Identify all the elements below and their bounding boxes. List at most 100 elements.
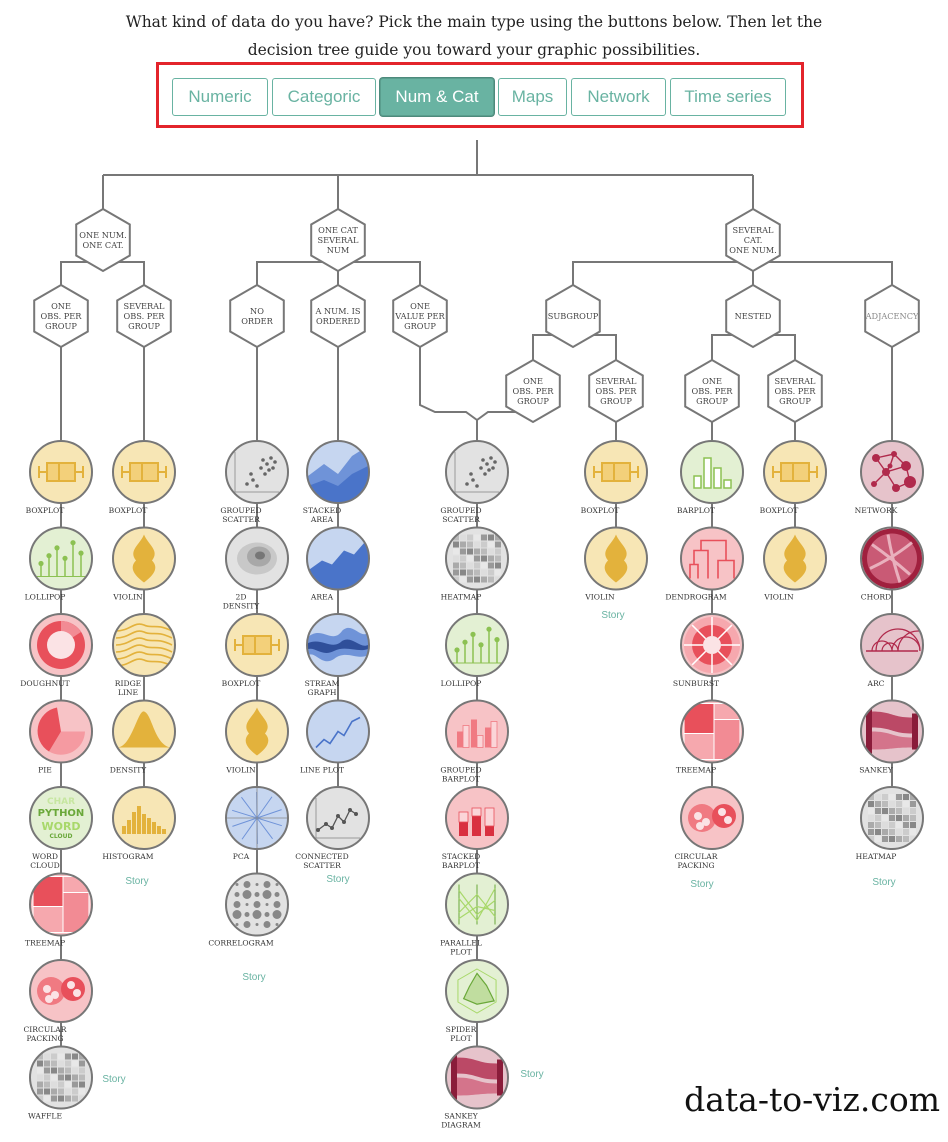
chart-option-grouped-barplot[interactable]: GROUPED BARPLOT [440, 699, 509, 784]
story-link[interactable]: Story [242, 972, 265, 983]
chart-option-scatter[interactable]: GROUPED SCATTER [440, 440, 509, 524]
story-link[interactable]: Story [102, 1074, 125, 1085]
violin-icon [245, 707, 269, 756]
tab-maps[interactable]: Maps [498, 78, 567, 116]
chart-option-sankey[interactable]: SANKEY [859, 699, 924, 775]
decision-node[interactable]: ADJACENCY [864, 283, 920, 349]
chart-icon-mark [51, 1053, 57, 1060]
story-link[interactable]: Story [872, 877, 895, 888]
chart-option-spider-plot[interactable]: SPIDER PLOT [445, 959, 509, 1043]
violin-icon [604, 534, 628, 583]
story-link[interactable]: Story [326, 874, 349, 885]
chart-icon-mark [251, 478, 255, 482]
chart-option-boxplot[interactable]: BOXPLOT [109, 440, 176, 515]
chart-option-histogram[interactable]: HISTOGRAM [102, 786, 176, 861]
chart-option-violin[interactable]: VIOLIN [584, 526, 648, 602]
decision-node[interactable]: A NUM. IS ORDERED [310, 283, 366, 349]
tab-time-series[interactable]: Time series [670, 78, 786, 116]
chart-icon-mark [243, 921, 251, 928]
chart-option-connected-scatter[interactable]: CONNECTED SCATTER [295, 786, 370, 870]
decision-node[interactable]: ONE NUM. ONE CAT. [75, 207, 131, 273]
chart-option-density-2d[interactable]: 2D DENSITY [223, 526, 289, 611]
decision-node[interactable]: SEVERAL CAT. ONE NUM. [725, 207, 781, 273]
decision-node[interactable]: SUBGROUP [545, 283, 601, 349]
decision-node[interactable]: SEVERAL OBS. PER GROUP [116, 283, 172, 349]
chart-option-treemap[interactable]: TREEMAP [25, 872, 93, 948]
chart-icon-mark [58, 1053, 64, 1060]
story-link[interactable]: Story [520, 1069, 543, 1080]
sankey-icon [866, 709, 918, 754]
chart-option-doughnut[interactable]: DOUGHNUT [20, 613, 93, 688]
chart-option-correlogram[interactable]: CORRELOGRAM [208, 872, 289, 948]
chart-icon-mark [453, 548, 459, 555]
chart-option-lollipop[interactable]: LOLLIPOP [441, 613, 509, 688]
chart-option-heatmap[interactable]: HEATMAP [856, 786, 924, 861]
chart-option-violin[interactable]: VIOLIN [112, 526, 176, 602]
chart-option-sankey[interactable]: SANKEY DIAGRAM [441, 1045, 509, 1130]
decision-node[interactable]: NO ORDER [229, 283, 285, 349]
decision-node[interactable]: SEVERAL OBS. PER GROUP [767, 358, 823, 424]
tab-categoric[interactable]: Categoric [272, 78, 376, 116]
chart-option-arc[interactable]: ARC [860, 613, 938, 688]
chart-option-lollipop[interactable]: LOLLIPOP [25, 526, 93, 602]
chart-option-network[interactable]: NETWORK [855, 440, 924, 515]
chart-option-boxplot[interactable]: BOXPLOT [760, 440, 827, 515]
chart-option-pie[interactable]: PIE [29, 699, 93, 775]
chart-icon-mark [44, 1088, 50, 1095]
chart-icon-mark [44, 1053, 50, 1060]
tab-numeric[interactable]: Numeric [172, 78, 268, 116]
chart-icon-mark [495, 555, 501, 562]
chart-option-dendrogram[interactable]: DENDROGRAM [665, 526, 744, 602]
chart-icon-mark [162, 829, 166, 834]
chart-label: STREAM GRAPH [305, 679, 340, 697]
chart-option-pca[interactable]: PCA [225, 786, 289, 861]
area-icon [308, 538, 368, 589]
chart-option-heatmap[interactable]: HEATMAP [441, 526, 509, 602]
chart-label: AREA [310, 593, 334, 602]
decision-node[interactable]: ONE OBS. PER GROUP [33, 283, 89, 349]
chart-icon-mark [481, 555, 487, 562]
chart-option-chord[interactable]: CHORD [860, 526, 924, 602]
chart-option-circular-packing[interactable]: CIRCULAR PACKING [675, 786, 744, 870]
chart-option-density[interactable]: DENSITY [110, 699, 176, 775]
chart-option-parallel-plot[interactable]: PARALLEL PLOT [440, 872, 509, 957]
decision-node-shape [33, 283, 89, 349]
decision-node[interactable]: NESTED [725, 283, 781, 349]
chart-option-stacked-area[interactable]: STACKED AREA [303, 440, 370, 524]
chart-option-boxplot[interactable]: BOXPLOT [222, 613, 289, 688]
story-link[interactable]: Story [125, 876, 148, 887]
chart-option-violin[interactable]: VIOLIN [763, 526, 827, 602]
chart-option-sunburst[interactable]: SUNBURST [673, 613, 744, 688]
chart-option-boxplot[interactable]: BOXPLOT [581, 440, 648, 515]
chart-option-boxplot[interactable]: BOXPLOT [26, 440, 93, 515]
chart-icon-mark [51, 1088, 57, 1095]
chart-option-circular-packing[interactable]: CIRCULAR PACKING [24, 959, 93, 1043]
chart-option-lineplot[interactable]: LINE PLOT [300, 699, 370, 775]
chart-option-area[interactable]: AREA [306, 526, 370, 602]
tab-num-cat[interactable]: Num & Cat [380, 78, 494, 116]
decision-node[interactable]: ONE OBS. PER GROUP [684, 358, 740, 424]
chart-option-stacked-barplot[interactable]: STACKED BARPLOT [442, 786, 509, 870]
decision-node[interactable]: ONE CAT SEVERAL NUM [310, 207, 366, 273]
decision-node[interactable]: ONE OBS. PER GROUP [505, 358, 561, 424]
tab-network[interactable]: Network [571, 78, 666, 116]
chart-icon-mark [892, 484, 900, 492]
chart-option-waffle[interactable]: WAFFLE [28, 1045, 93, 1121]
chart-option-ridgeline[interactable]: RIDGE LINE [112, 613, 176, 697]
decision-node[interactable]: SEVERAL OBS. PER GROUP [588, 358, 644, 424]
chart-icon-mark [62, 892, 90, 933]
story-link[interactable]: Story [690, 879, 713, 890]
story-link[interactable]: Story [601, 610, 624, 621]
chart-option-scatter[interactable]: GROUPED SCATTER [220, 440, 289, 524]
chart-icon-ring [29, 613, 93, 677]
chart-option-streamgraph[interactable]: STREAM GRAPH [305, 613, 370, 697]
chart-option-violin[interactable]: VIOLIN [225, 699, 289, 775]
chart-icon-mark [79, 1060, 85, 1067]
decision-node[interactable]: ONE VALUE PER GROUP [392, 283, 448, 349]
chart-icon-mark [252, 910, 262, 919]
chart-icon-mark [467, 576, 473, 583]
chart-option-treemap[interactable]: TREEMAP [676, 699, 744, 775]
chart-option-barplot[interactable]: BARPLOT [677, 440, 744, 515]
